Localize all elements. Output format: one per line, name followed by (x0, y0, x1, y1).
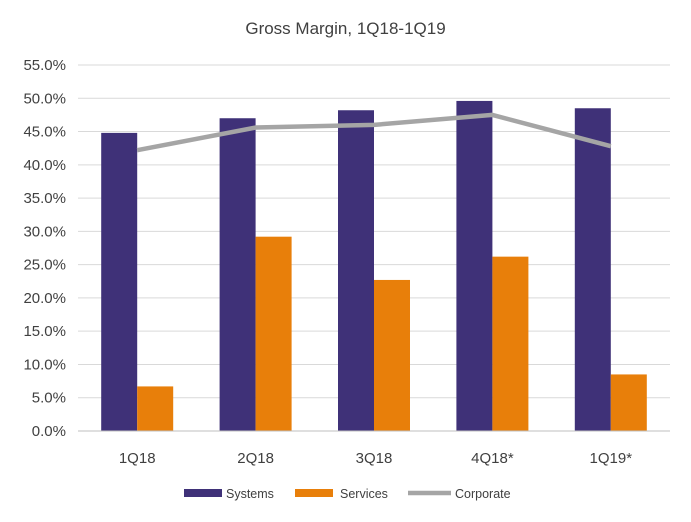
bar-services-4q18 (492, 256, 529, 431)
bar-services-2q18 (255, 236, 292, 431)
y-tick-label: 35.0% (23, 190, 66, 207)
y-tick-label: 0.0% (32, 423, 66, 440)
legend-label-systems: Systems (226, 487, 274, 501)
y-tick-label: 20.0% (23, 290, 66, 307)
x-tick-label: 2Q18 (237, 450, 274, 467)
bar-services-1q18 (137, 386, 174, 431)
bar-services-1q19 (610, 374, 647, 431)
bars (101, 100, 647, 432)
legend-swatch-systems (184, 489, 222, 497)
y-tick-label: 10.0% (23, 356, 66, 373)
bar-services-3q18 (374, 279, 410, 431)
bar-systems-3q18 (338, 110, 374, 431)
y-axis-ticks: 0.0% 5.0% 10.0% 15.0% 20.0% 25.0% 30.0% 35.0% 40… (23, 57, 66, 440)
y-tick-label: 45.0% (23, 124, 66, 141)
x-tick-label: 3Q18 (356, 450, 393, 467)
bar-systems-1q19 (574, 108, 611, 431)
y-tick-label: 25.0% (23, 257, 66, 274)
y-tick-label: 15.0% (23, 323, 66, 340)
line-corporate (136, 112, 612, 153)
bar-systems-2q18 (219, 118, 256, 432)
legend-label-corporate: Corporate (455, 487, 511, 501)
chart-title: Gross Margin, 1Q18-1Q19 (245, 19, 445, 38)
corporate-line-layer (136, 112, 612, 153)
y-tick-label: 30.0% (23, 223, 66, 240)
legend-swatch-services (295, 489, 333, 497)
y-tick-label: 55.0% (23, 57, 66, 74)
legend: Systems Services Corporate (184, 487, 511, 501)
x-tick-label: 4Q18* (471, 450, 514, 467)
bar-systems-1q18 (101, 132, 138, 432)
x-axis-ticks: 1Q18 2Q18 3Q18 4Q18* 1Q19* (119, 450, 632, 467)
y-tick-label: 5.0% (32, 390, 66, 407)
x-tick-label: 1Q19* (590, 450, 633, 467)
x-tick-label: 1Q18 (119, 450, 156, 467)
y-tick-label: 50.0% (23, 90, 66, 107)
legend-label-services: Services (340, 487, 388, 501)
bar-systems-4q18 (456, 100, 493, 432)
y-tick-label: 40.0% (23, 157, 66, 174)
